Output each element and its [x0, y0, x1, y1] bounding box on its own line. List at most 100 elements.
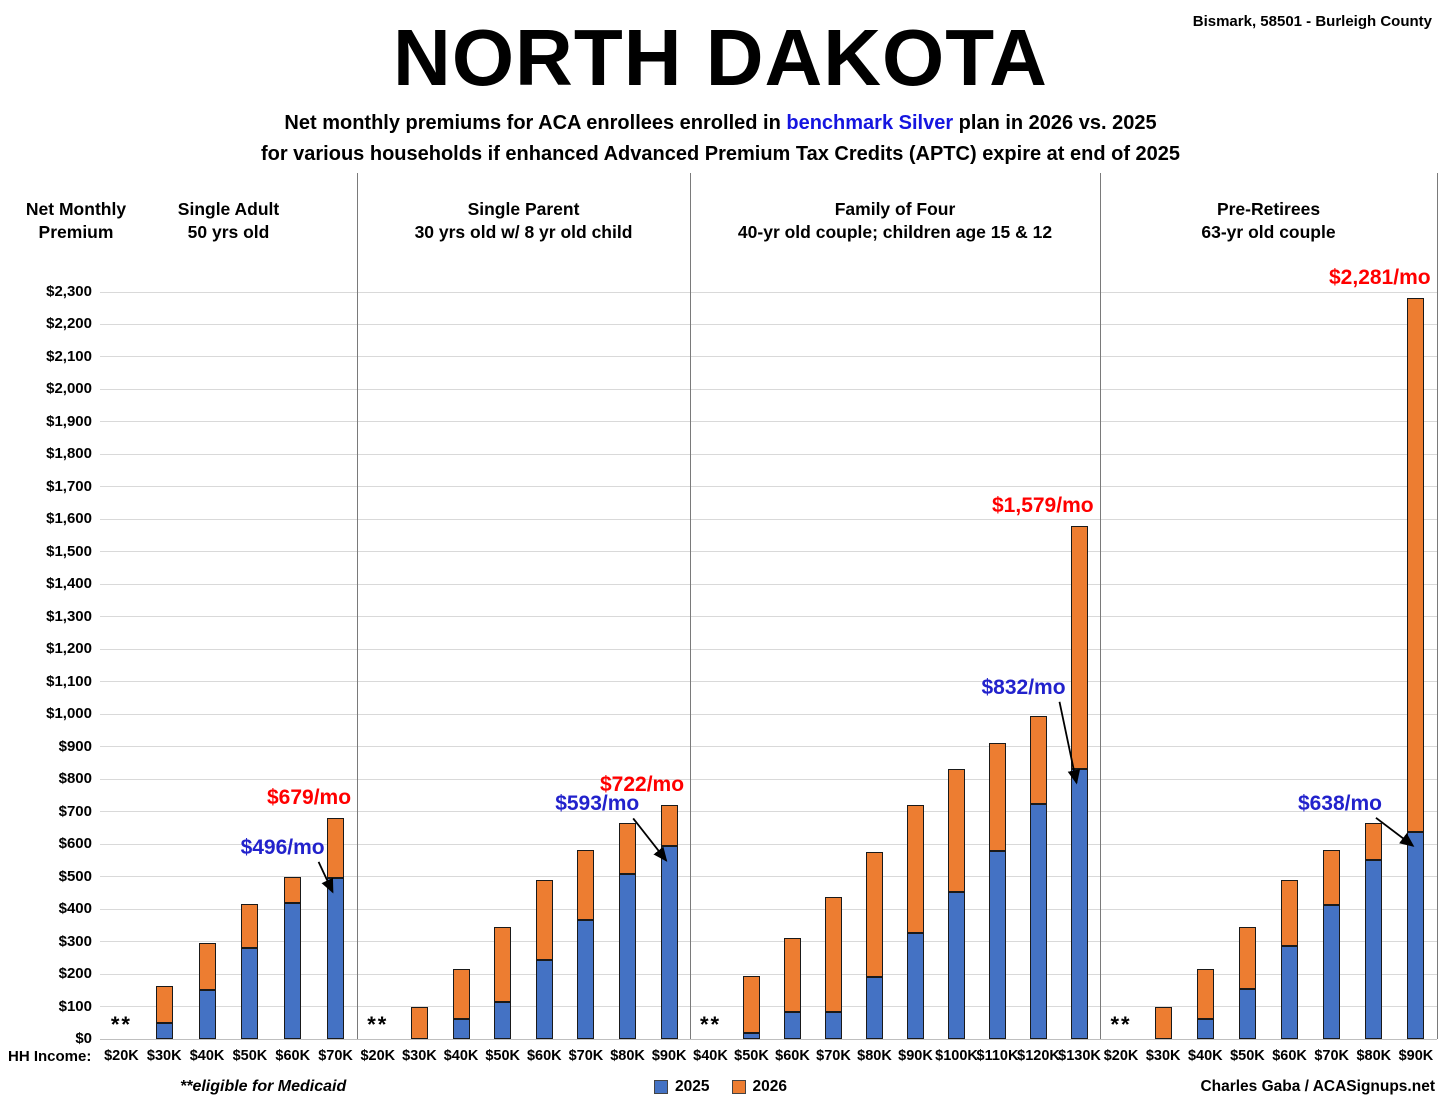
gridline-1000 — [100, 713, 1437, 715]
legend-swatch — [731, 1080, 746, 1094]
bar-2026 — [452, 969, 470, 1020]
bar-2026 — [327, 818, 345, 878]
bar-2025 — [1281, 946, 1299, 1039]
x-tick-label: $50K — [232, 1048, 268, 1064]
bar-2025 — [1323, 904, 1341, 1039]
chart-subtitle: Net monthly premiums for ACA enrollees e… — [0, 108, 1441, 170]
bar-2025 — [1071, 768, 1088, 1039]
bar-2025 — [535, 960, 553, 1039]
x-tick-label: $20K — [360, 1048, 396, 1064]
y-tick-label: $1,900 — [46, 412, 92, 430]
x-tick-label: $40K — [693, 1048, 728, 1064]
bar-2025 — [494, 1001, 512, 1039]
legend-swatch — [654, 1080, 669, 1094]
bar-2025 — [907, 933, 924, 1039]
x-tick-label: $80K — [857, 1048, 892, 1064]
bar-2025 — [155, 1023, 173, 1039]
bar-2025 — [619, 874, 637, 1039]
y-tick-label: $1,700 — [46, 477, 92, 495]
bar-2025 — [866, 976, 883, 1039]
x-tick-label: $30K — [1145, 1048, 1181, 1064]
panel-title-line2: 63-yr old couple — [1201, 222, 1336, 242]
gridline-100 — [100, 1006, 1437, 1008]
bar-2026 — [410, 1006, 428, 1039]
bar-2026 — [1407, 298, 1425, 832]
panel-title-line1: Family of Four — [834, 199, 956, 219]
medicaid-marker: ** — [367, 1012, 389, 1037]
panel-title: Pre-Retirees 63-yr old couple — [1100, 198, 1437, 244]
gridline-1500 — [100, 551, 1437, 553]
panel-divider — [690, 173, 691, 1039]
annotation-2026: $1,579/mo — [992, 494, 1094, 518]
y-tick-label: $800 — [58, 770, 92, 788]
gridline-1100 — [100, 681, 1437, 683]
panel-title: Single Parent 30 yrs old w/ 8 yr old chil… — [357, 198, 690, 244]
panel-divider — [357, 173, 358, 1039]
panel-title-line2: 50 yrs old — [187, 222, 270, 242]
panel-title-line2: 30 yrs old w/ 8 yr old child — [414, 222, 633, 242]
gridline-700 — [100, 811, 1437, 813]
gridline-300 — [100, 941, 1437, 943]
panel-title: Family of Four 40-yr old couple; children… — [690, 198, 1100, 244]
subtitle-part2: plan in 2026 vs. 2025 — [953, 112, 1157, 134]
gridline-2300 — [100, 291, 1437, 293]
y-tick-label: $500 — [58, 867, 92, 885]
y-tick-label: $1,500 — [46, 542, 92, 560]
x-axis-prefix: HH Income: — [8, 1048, 92, 1065]
x-tick-label: $110K — [976, 1048, 1019, 1064]
bar-2026 — [1238, 926, 1256, 989]
gridline-2200 — [100, 323, 1437, 325]
x-tick-label: $130K — [1058, 1048, 1101, 1064]
bar-2026 — [619, 823, 637, 874]
y-tick-label: $1,200 — [46, 640, 92, 658]
subtitle-highlight: benchmark Silver — [786, 112, 954, 134]
gridline-1400 — [100, 583, 1437, 585]
gridline-600 — [100, 843, 1437, 845]
bar-2026 — [1323, 849, 1341, 905]
x-tick-label: $100K — [935, 1048, 978, 1064]
y-axis-title-line1: Net Monthly — [25, 199, 127, 219]
annotation-2025: $638/mo — [1297, 791, 1382, 815]
credit-label: Charles Gaba / ACASignups.net — [1200, 1078, 1435, 1095]
gridline-2100 — [100, 356, 1437, 358]
x-tick-label: $70K — [816, 1048, 851, 1064]
bar-2025 — [327, 877, 345, 1039]
x-tick-label: $80K — [1356, 1048, 1392, 1064]
legend-label: 2026 — [752, 1078, 787, 1095]
y-tick-label: $1,000 — [46, 705, 92, 723]
x-tick-label: $20K — [104, 1048, 139, 1064]
y-tick-label: $100 — [58, 997, 92, 1015]
y-tick-label: $900 — [58, 737, 92, 755]
bar-2025 — [784, 1012, 801, 1039]
bar-2026 — [198, 942, 216, 990]
bar-2026 — [660, 804, 678, 847]
gridline-1800 — [100, 453, 1437, 455]
chart-legend: 2025 2026 — [0, 1078, 1441, 1096]
bar-2025 — [1365, 859, 1383, 1039]
annotation-2026: $679/mo — [267, 786, 352, 810]
bar-2026 — [494, 926, 512, 1002]
panel-title-line1: Single Adult — [177, 199, 280, 219]
panel-title-line2: 40-yr old couple; children age 15 & 12 — [737, 222, 1053, 242]
bar-2025 — [1407, 831, 1425, 1039]
medicaid-marker: ** — [110, 1012, 132, 1037]
medicaid-marker: ** — [699, 1012, 722, 1037]
bar-2026 — [1154, 1006, 1172, 1039]
panel-title-line1: Single Parent — [467, 199, 580, 219]
x-tick-label: $60K — [526, 1048, 562, 1064]
y-tick-label: $600 — [58, 835, 92, 853]
gridline-1900 — [100, 421, 1437, 423]
gridline-1200 — [100, 648, 1437, 650]
x-tick-label: $40K — [1187, 1048, 1223, 1064]
bar-2026 — [1365, 823, 1383, 860]
bar-2026 — [577, 849, 595, 921]
bar-2025 — [1196, 1019, 1214, 1039]
gridline-1700 — [100, 486, 1437, 488]
gridline-1300 — [100, 616, 1437, 618]
x-tick-label: $120K — [1017, 1048, 1060, 1064]
x-tick-label: $90K — [898, 1048, 933, 1064]
y-axis-title-line2: Premium — [38, 222, 114, 242]
gridline-900 — [100, 746, 1437, 748]
legend-item-2026: 2026 — [731, 1078, 787, 1096]
